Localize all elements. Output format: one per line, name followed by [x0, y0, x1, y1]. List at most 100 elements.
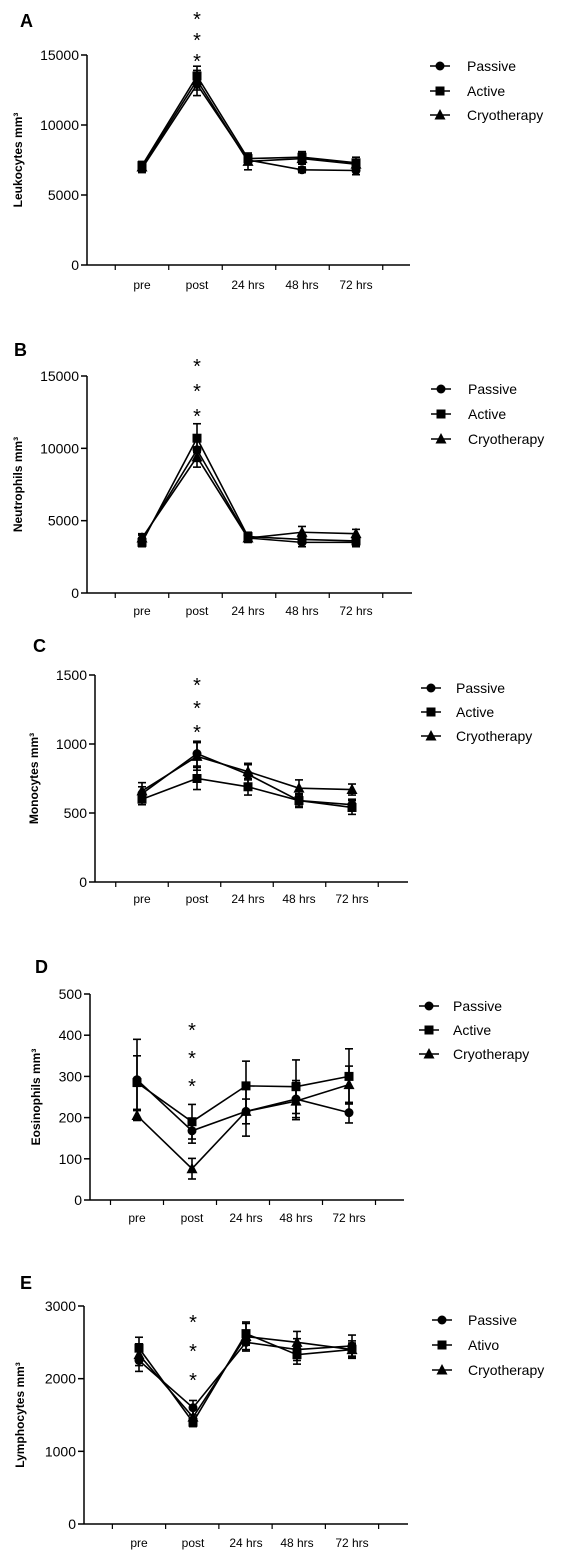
data-point: [242, 532, 254, 543]
panel-letter: A: [20, 11, 33, 31]
data-point: [297, 165, 307, 175]
panel-e: E 0 1000 2000 3000 pre post 24 hrs 48 hrs 72 hrs L…: [13, 1273, 544, 1550]
data-point: [131, 1109, 143, 1121]
data-point: [350, 158, 362, 169]
significance-marker: ***: [193, 675, 201, 744]
y-tick-label: 5000: [48, 187, 79, 203]
legend-label: Passive: [467, 58, 516, 74]
y-tick-label: 0: [74, 1192, 82, 1208]
significance-star: *: [189, 1341, 197, 1363]
x-tick-label: post: [186, 278, 209, 292]
legend-label: Active: [468, 406, 506, 422]
x-tick-label: 72 hrs: [339, 278, 372, 292]
data-point: [243, 782, 253, 792]
x-tick-label: 72 hrs: [339, 604, 372, 618]
x-tick-label: 24 hrs: [229, 1536, 262, 1550]
y-tick-label: 3000: [45, 1298, 76, 1314]
x-tick-label: 24 hrs: [231, 278, 264, 292]
legend-label: Passive: [468, 381, 517, 397]
y-tick-label: 15000: [40, 368, 79, 384]
y-tick-label: 1500: [56, 667, 87, 683]
y-tick-label: 300: [59, 1068, 83, 1084]
y-axis-label: Neutrophils mm³: [11, 437, 25, 532]
x-tick-label: 48 hrs: [282, 892, 315, 906]
significance-star: *: [193, 51, 201, 73]
panel-a: A 0 5000 10000 15000 pre post 24 hrs 48 hrs 72 hr…: [11, 9, 543, 292]
data-point: [136, 532, 148, 543]
y-axis-label: Leukocytes mm³: [11, 113, 25, 208]
y-tick-label: 400: [59, 1027, 83, 1043]
legend-label: Active: [467, 83, 505, 99]
legend-marker: [426, 707, 436, 717]
data-point: [186, 1162, 198, 1174]
significance-star: *: [188, 1020, 196, 1042]
panel-letter: C: [33, 636, 46, 656]
data-point: [290, 1095, 302, 1106]
x-tick-label: post: [182, 1536, 205, 1550]
data-point: [347, 802, 357, 812]
y-tick-label: 10000: [40, 117, 79, 133]
x-tick-label: 24 hrs: [231, 604, 264, 618]
legend-marker: [437, 1340, 447, 1350]
y-axis-label: Eosinophils mm³: [29, 1049, 43, 1146]
y-tick-label: 10000: [40, 440, 79, 456]
x-tick-label: 48 hrs: [280, 1536, 313, 1550]
x-tick-label: pre: [128, 1211, 146, 1225]
significance-star: *: [193, 675, 201, 697]
significance-marker: ***: [188, 1020, 196, 1098]
data-point: [133, 1348, 145, 1360]
series-cryotherapy: [136, 69, 362, 172]
legend-marker: [436, 409, 446, 419]
series-line: [141, 448, 356, 544]
data-point: [242, 765, 254, 777]
legend-marker: [435, 433, 447, 444]
panel-d: D 0 100 200 300 400 500 pre post 24 hrs 48 hrs 72 h…: [29, 957, 529, 1225]
x-tick-label: post: [186, 892, 209, 906]
data-point: [192, 774, 202, 783]
x-tick-label: pre: [133, 278, 151, 292]
legend-label: Passive: [468, 1312, 517, 1328]
panel-b: B 0 5000 10000 15000 pre post 24 hrs 48 hrs 72 hr…: [11, 340, 544, 618]
legend-label: Cryotherapy: [468, 1362, 544, 1378]
significance-star: *: [189, 1370, 197, 1392]
legend-label: Cryotherapy: [467, 107, 543, 123]
data-point: [346, 1343, 358, 1355]
x-tick-label: pre: [133, 892, 151, 906]
data-point: [136, 161, 148, 172]
data-point: [294, 796, 304, 806]
data-point: [132, 1078, 142, 1088]
y-tick-label: 0: [79, 874, 87, 890]
data-point: [346, 783, 358, 795]
y-tick-label: 2000: [45, 1371, 76, 1387]
data-point: [191, 451, 203, 462]
data-point: [293, 782, 305, 793]
x-tick-label: 72 hrs: [335, 892, 368, 906]
data-point: [296, 152, 308, 164]
data-point: [187, 1411, 199, 1422]
series-active: [137, 422, 361, 548]
y-tick-label: 0: [68, 1516, 76, 1532]
significance-star: *: [193, 698, 201, 720]
legend-marker: [434, 109, 446, 120]
significance-marker: ***: [189, 1312, 197, 1392]
significance-star: *: [188, 1048, 196, 1070]
significance-star: *: [193, 9, 201, 31]
y-tick-label: 1000: [56, 736, 87, 752]
y-tick-label: 5000: [48, 513, 79, 529]
legend-label: Cryotherapy: [453, 1046, 529, 1062]
data-point: [343, 1078, 355, 1090]
data-point: [344, 1108, 354, 1118]
panel-letter: E: [20, 1273, 32, 1293]
legend-marker: [423, 1048, 435, 1059]
legend-marker: [437, 1315, 447, 1325]
data-point: [241, 1081, 251, 1091]
legend-marker: [436, 384, 446, 394]
legend-label: Cryotherapy: [468, 431, 544, 447]
data-point: [297, 534, 307, 544]
legend-label: Active: [456, 704, 494, 720]
data-point: [350, 527, 362, 539]
legend-label: Passive: [453, 998, 502, 1014]
legend-marker: [435, 61, 445, 71]
data-point: [136, 784, 148, 796]
x-tick-label: pre: [133, 604, 151, 618]
